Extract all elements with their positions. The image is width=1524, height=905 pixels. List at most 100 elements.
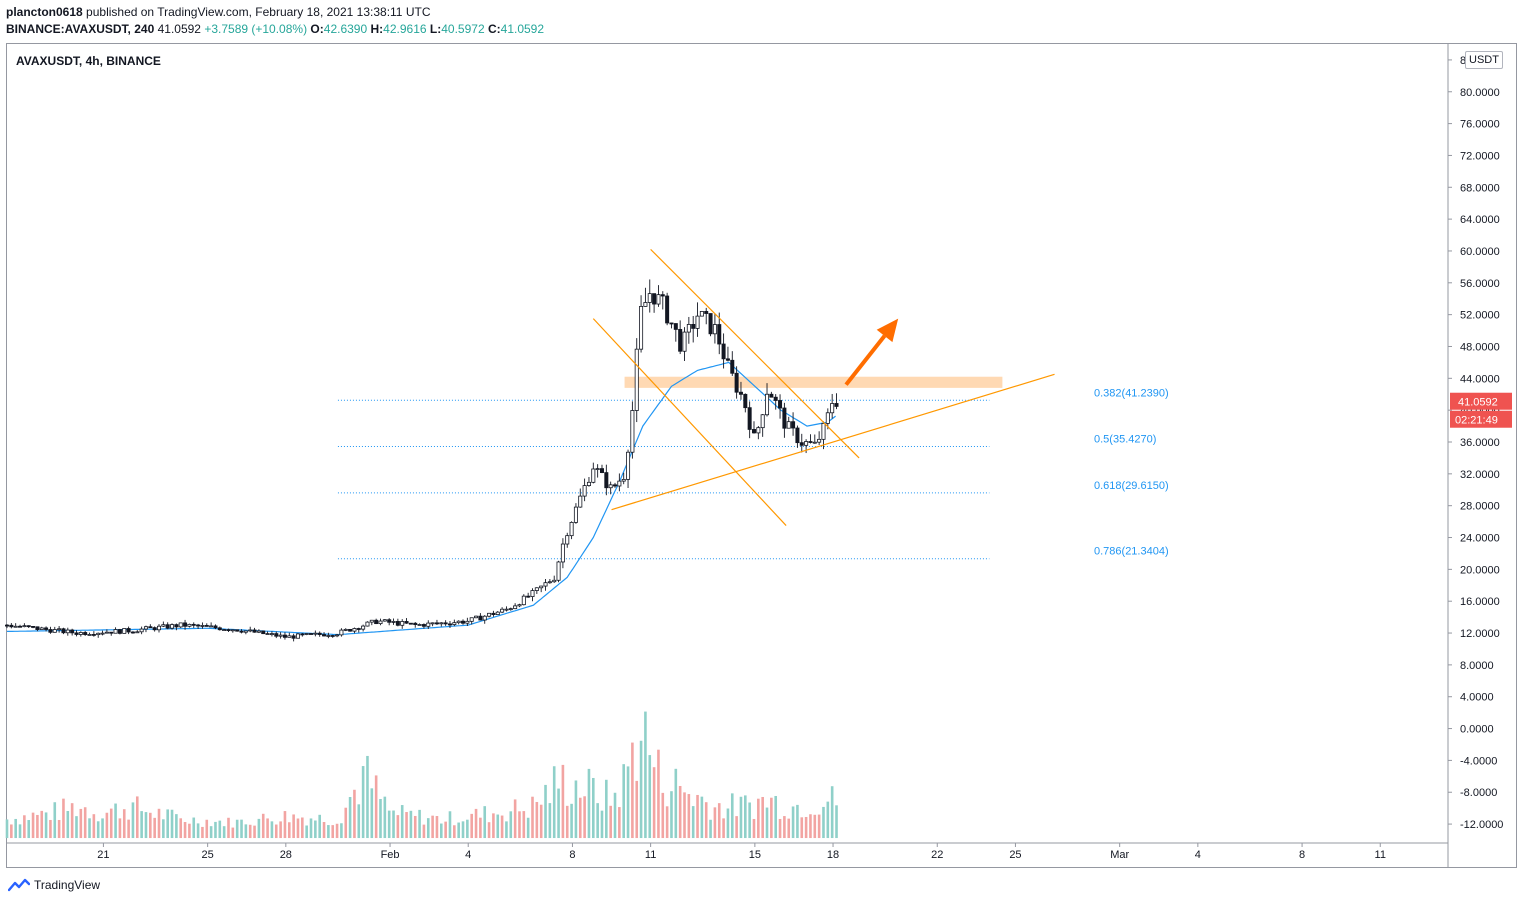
time-tick-label: 8 <box>1299 849 1305 861</box>
candle-body <box>504 608 509 611</box>
volume-bar <box>439 823 443 839</box>
volume-bar <box>570 803 573 839</box>
volume-bar <box>813 814 817 839</box>
arrow-head <box>876 318 899 343</box>
candle-body <box>335 634 340 637</box>
candle-body <box>5 624 10 627</box>
fib-levels: 0.382(41.2390) 0.5(35.4270) 0.618(29.6150)… <box>337 387 1169 560</box>
candle-body <box>170 624 175 629</box>
volume-bar <box>435 816 439 839</box>
volume-bar <box>752 818 756 839</box>
candle-body <box>204 625 209 627</box>
volume-bar <box>409 810 413 839</box>
volume-bar <box>774 795 778 839</box>
price-tick-label: 68.0000 <box>1460 182 1500 194</box>
volume-bar <box>804 816 808 839</box>
volume-bar <box>192 817 196 839</box>
candle-body <box>547 581 552 584</box>
volume-bar <box>149 812 152 839</box>
candle-body <box>621 478 626 482</box>
candle-body <box>765 393 770 416</box>
candle-body <box>217 627 222 631</box>
price-tick-label: 12.0000 <box>1460 628 1500 640</box>
volume-bar <box>248 824 252 839</box>
candle-body <box>630 410 635 453</box>
candle-body <box>70 629 75 634</box>
volume-bars <box>5 711 838 839</box>
candle-body <box>608 484 613 489</box>
volume-bar <box>18 824 22 839</box>
candle-body <box>639 305 644 350</box>
volume-bar <box>283 811 287 839</box>
volume-bar <box>535 801 539 839</box>
candle-body <box>300 633 305 636</box>
volume-bar <box>144 812 148 839</box>
pane-title: AVAXUSDT, 4h, BINANCE <box>16 54 161 68</box>
candle-body <box>712 324 717 335</box>
volume-bar <box>214 821 217 839</box>
candle-body <box>617 480 622 487</box>
candle-body <box>213 625 218 629</box>
volume-bar <box>261 813 265 839</box>
candle-body <box>613 484 618 487</box>
volume-bar <box>183 822 187 839</box>
candle-body <box>274 633 279 637</box>
volume-bar <box>287 822 291 839</box>
volume-bar <box>453 825 456 839</box>
candle-body <box>543 582 548 587</box>
volume-bar <box>387 810 391 839</box>
candle-body <box>734 372 739 393</box>
volume-bar <box>83 807 87 839</box>
volume-bar <box>631 742 634 839</box>
candle-body <box>52 629 57 633</box>
moving-average <box>7 361 836 636</box>
last-price-box <box>1450 392 1512 410</box>
candle-body <box>513 605 518 610</box>
price-tick-label: 16.0000 <box>1460 596 1500 608</box>
candle-body <box>230 629 235 632</box>
published-text: published on TradingView.com, February 1… <box>86 5 431 19</box>
candle-body <box>808 441 813 443</box>
volume-bar <box>626 766 630 839</box>
volume-bar <box>483 806 487 839</box>
price-axis[interactable]: 84.000080.000076.000072.000068.000064.00… <box>1447 44 1503 868</box>
footer-brand: TradingView <box>8 878 100 892</box>
volume-bar <box>131 802 135 839</box>
volume-bar <box>62 798 65 839</box>
volume-bar <box>722 818 725 839</box>
candle-body <box>400 621 405 626</box>
volume-bar <box>331 825 335 839</box>
volume-bar <box>266 818 269 839</box>
volume-bar <box>370 788 374 839</box>
price-tick-label: 72.0000 <box>1460 150 1500 162</box>
volume-bar <box>635 780 639 839</box>
volume-bar <box>457 822 460 839</box>
currency-button[interactable]: USDT <box>1465 51 1503 69</box>
candle-body <box>721 343 726 360</box>
candle-body <box>57 628 62 631</box>
candle-body <box>295 633 300 639</box>
candle-body <box>686 323 691 333</box>
time-tick-label: 25 <box>202 849 214 861</box>
candle-body <box>313 632 318 635</box>
volume-bar <box>539 804 543 839</box>
time-axis[interactable]: 21 25 28 Feb 4 8 11 15 18 22 25 Mar 4 8 11 <box>7 842 1448 861</box>
arrow-shaft <box>844 334 887 386</box>
volume-bar <box>188 823 191 839</box>
candle-body <box>678 329 683 352</box>
volume-bar <box>344 807 348 839</box>
volume-bar <box>88 818 91 839</box>
volume-bar <box>322 822 326 839</box>
candle-body <box>582 485 587 497</box>
candle-body <box>74 632 79 635</box>
candle-body <box>235 629 240 632</box>
candle-body <box>751 429 756 434</box>
time-tick-label: 18 <box>827 849 839 861</box>
candle-body <box>669 322 674 325</box>
candle-body <box>782 407 787 429</box>
price-tick-label: 76.0000 <box>1460 119 1500 131</box>
candle-body <box>122 628 127 634</box>
tradingview-logo-icon <box>8 878 30 892</box>
volume-bar <box>583 796 586 839</box>
